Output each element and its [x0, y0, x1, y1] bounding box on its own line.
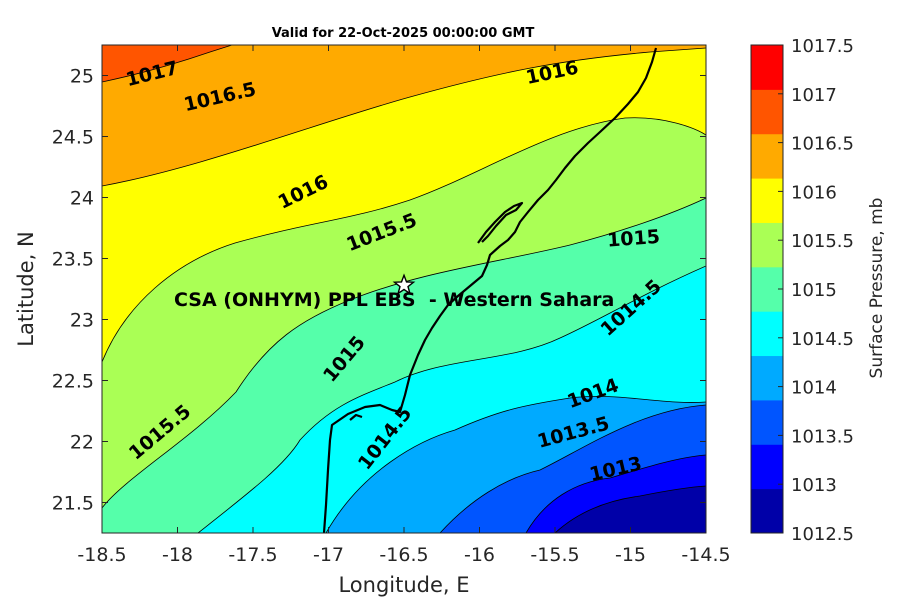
x-tick-label: -17.5: [228, 544, 277, 566]
contour-lines: [102, 45, 706, 533]
colorbar-tick-label: 1013: [791, 475, 837, 496]
star-icon: [392, 273, 416, 296]
y-tick-label: 23: [70, 310, 94, 332]
contour-line-1015.5: [102, 197, 706, 509]
contour-line-1014: [439, 404, 706, 533]
x-tick-label: -15: [615, 544, 646, 566]
contour-line-1014.5: [325, 396, 706, 533]
site-marker: [392, 273, 416, 296]
x-tick-label: -15.5: [530, 544, 579, 566]
plot-title: Valid for 22-Oct-2025 00:00:00 GMT: [272, 26, 535, 41]
x-axis: -18.5 -18 -17.5 -17 -16.5 -16 -15.5 -15 -14.5: [77, 45, 731, 566]
x-tick-label: -17: [313, 544, 344, 566]
colorbar-swatch: [751, 399, 783, 445]
colorbar-swatch: [751, 45, 783, 90]
x-tick-label: -18: [162, 544, 193, 566]
contour-line-1016: [102, 117, 706, 363]
y-tick-label: 21.5: [52, 493, 94, 515]
y-tick-label: 23.5: [52, 249, 94, 271]
x-tick-label: -14.5: [681, 544, 730, 566]
y-tick-label: 22.5: [52, 371, 94, 393]
x-tick-label: -18.5: [77, 544, 126, 566]
colorbar-swatch: [751, 133, 783, 179]
colorbar-swatch: [751, 311, 783, 357]
y-tick-label: 24.5: [52, 127, 94, 149]
band-1016.5-1017: [102, 45, 232, 82]
contour-line-1013: [554, 485, 706, 533]
colorbar-swatch: [751, 89, 783, 135]
colorbar-swatch: [751, 266, 783, 312]
colorbar-title: Surface Pressure, mb: [867, 198, 887, 379]
colorbar-swatch: [751, 178, 783, 223]
band-below-1012.5: [555, 486, 706, 533]
contour-line-1013.5: [525, 454, 706, 533]
colorbar-tick-label: 1014.5: [791, 329, 854, 350]
contour-label: 1015: [606, 226, 660, 252]
colorbar-tick-label: 1014: [791, 378, 837, 399]
colorbar-tick-label: 1016: [791, 182, 837, 203]
site-label: CSA (ONHYM) PPL EBS - Western Sahara: [174, 289, 614, 311]
colorbar-tick-label: 1015: [791, 280, 837, 301]
contour-line-1016.5: [102, 47, 706, 187]
colorbar-swatch: [751, 222, 783, 268]
colorbar-tick-label: 1016.5: [791, 134, 854, 155]
y-tick-label: 25: [70, 66, 94, 88]
coastline: [322, 47, 658, 533]
y-tick-label: 24: [70, 188, 94, 210]
y-axis: 21.5 22 22.5 23 23.5 24 24.5 25: [52, 66, 706, 515]
colorbar-tick-label: 1017: [791, 85, 837, 106]
contour-line-1015: [197, 265, 706, 533]
colorbar-swatch: [751, 444, 783, 490]
colorbar-tick-label: 1015.5: [791, 231, 854, 252]
colorbar: 1012.5 1013 1013.5 1014 1014.5 1015 1015.5 1016…: [750, 36, 854, 545]
colorbar-tick-label: 1012.5: [791, 524, 854, 545]
colorbar-tick-label: 1013.5: [791, 426, 854, 447]
y-axis-label: Latitude, N: [14, 231, 38, 347]
colorbar-swatch: [751, 355, 783, 401]
y-tick-label: 22: [70, 432, 94, 454]
colorbar-tick-label: 1017.5: [791, 36, 854, 57]
x-tick-label: -16: [464, 544, 495, 566]
x-tick-label: -16.5: [379, 544, 428, 566]
contour-line-1017: [102, 45, 233, 83]
x-axis-label: Longitude, E: [338, 573, 469, 597]
colorbar-swatch: [751, 488, 783, 534]
